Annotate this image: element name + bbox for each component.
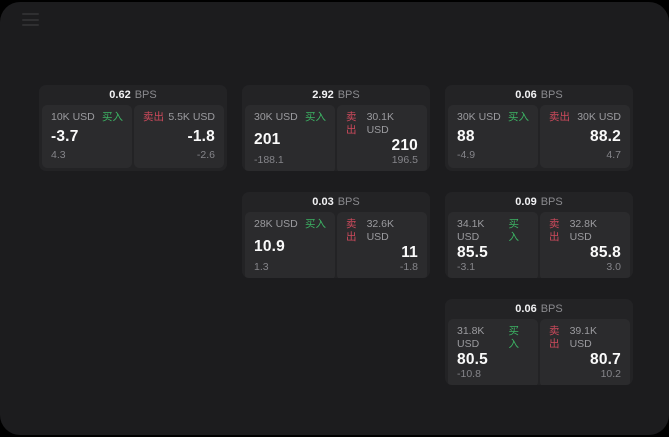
quote-card: 0.62 BPS 10K USD 买入 -3.7 4.3 卖出 5.5K USD… [39, 85, 227, 171]
sell-size-label: 32.6K USD [366, 218, 395, 243]
sell-size-label: 5.5K USD [168, 111, 215, 123]
sell-delta: 196.5 [391, 154, 418, 166]
sell-delta: 3.0 [606, 261, 621, 273]
buy-size-label: 30K USD [254, 111, 298, 123]
sell-price: 88.2 [590, 128, 621, 145]
buy-side-button[interactable]: 买入 [508, 111, 529, 123]
bps-header: 0.06 BPS [445, 85, 633, 105]
bps-header: 0.09 BPS [445, 192, 633, 212]
sell-panel[interactable]: 卖出 30.1K USD 210 196.5 [337, 105, 427, 171]
buy-size-label: 31.8K USD [457, 325, 485, 350]
bps-header: 0.03 BPS [242, 192, 430, 212]
buy-panel[interactable]: 28K USD 买入 10.9 1.3 [245, 212, 335, 278]
bps-unit-label: BPS [540, 89, 563, 101]
sell-panel[interactable]: 卖出 32.6K USD 11 -1.8 [337, 212, 427, 278]
bps-header: 0.06 BPS [445, 299, 633, 319]
quote-card: 0.06 BPS 31.8K USD 买入 80.5 -10.8 卖出 39.1… [445, 299, 633, 385]
bps-value: 0.62 [109, 89, 131, 101]
card-body: 34.1K USD 买入 85.5 -3.1 卖出 32.8K USD 85.8… [445, 212, 633, 278]
bps-unit-label: BPS [134, 89, 157, 101]
buy-delta: -3.1 [457, 261, 476, 273]
sell-price: 11 [401, 244, 418, 261]
sell-side-button[interactable]: 卖出 [549, 325, 560, 350]
buy-size-label: 28K USD [254, 218, 298, 230]
sell-panel[interactable]: 卖出 30K USD 88.2 4.7 [540, 105, 630, 168]
bps-value: 0.09 [515, 196, 537, 208]
cards-grid: 0.62 BPS 10K USD 买入 -3.7 4.3 卖出 5.5K USD… [39, 85, 633, 385]
bps-unit-label: BPS [337, 89, 360, 101]
quote-card: 0.09 BPS 34.1K USD 买入 85.5 -3.1 卖出 32.8K… [445, 192, 633, 278]
sell-delta: -1.8 [399, 261, 418, 273]
bps-unit-label: BPS [540, 303, 563, 315]
card-body: 10K USD 买入 -3.7 4.3 卖出 5.5K USD -1.8 -2.… [39, 105, 227, 171]
card-body: 28K USD 买入 10.9 1.3 卖出 32.6K USD 11 -1.8 [242, 212, 430, 278]
sell-panel[interactable]: 卖出 5.5K USD -1.8 -2.6 [134, 105, 224, 168]
card-body: 30K USD 买入 201 -188.1 卖出 30.1K USD 210 1… [242, 105, 430, 171]
sell-price: 210 [391, 137, 418, 154]
card-body: 31.8K USD 买入 80.5 -10.8 卖出 39.1K USD 80.… [445, 319, 633, 385]
buy-side-button[interactable]: 买入 [508, 218, 519, 243]
sell-size-label: 32.8K USD [569, 218, 598, 243]
sell-delta: -2.6 [196, 149, 215, 161]
buy-price: -3.7 [51, 128, 79, 145]
buy-price: 85.5 [457, 244, 488, 261]
buy-delta: 1.3 [254, 261, 269, 273]
bps-header: 0.62 BPS [39, 85, 227, 105]
sell-panel[interactable]: 卖出 39.1K USD 80.7 10.2 [540, 319, 630, 385]
sell-side-button[interactable]: 卖出 [346, 111, 357, 136]
card-body: 30K USD 买入 88 -4.9 卖出 30K USD 88.2 4.7 [445, 105, 633, 171]
bps-value: 0.06 [515, 89, 537, 101]
buy-panel[interactable]: 30K USD 买入 88 -4.9 [448, 105, 538, 168]
buy-panel[interactable]: 31.8K USD 买入 80.5 -10.8 [448, 319, 538, 385]
bps-header: 2.92 BPS [242, 85, 430, 105]
buy-price: 80.5 [457, 351, 488, 368]
buy-delta: -4.9 [457, 149, 476, 161]
buy-panel[interactable]: 10K USD 买入 -3.7 4.3 [42, 105, 132, 168]
bps-unit-label: BPS [540, 196, 563, 208]
buy-delta: -188.1 [254, 154, 284, 166]
sell-side-button[interactable]: 卖出 [143, 111, 164, 123]
sell-side-button[interactable]: 卖出 [549, 111, 570, 123]
quote-card: 0.06 BPS 30K USD 买入 88 -4.9 卖出 30K USD 8… [445, 85, 633, 171]
sell-side-button[interactable]: 卖出 [346, 218, 357, 243]
buy-side-button[interactable]: 买入 [508, 325, 519, 350]
sell-price: 80.7 [590, 351, 621, 368]
quote-card: 2.92 BPS 30K USD 买入 201 -188.1 卖出 30.1K … [242, 85, 430, 171]
sell-price: -1.8 [187, 128, 215, 145]
buy-size-label: 34.1K USD [457, 218, 485, 243]
bps-unit-label: BPS [337, 196, 360, 208]
sell-size-label: 30K USD [577, 111, 621, 123]
sell-panel[interactable]: 卖出 32.8K USD 85.8 3.0 [540, 212, 630, 278]
buy-delta: 4.3 [51, 149, 66, 161]
buy-price: 88 [457, 128, 475, 145]
sell-delta: 4.7 [606, 149, 621, 161]
sell-size-label: 39.1K USD [569, 325, 598, 350]
menu-icon[interactable] [22, 13, 39, 26]
bps-value: 2.92 [312, 89, 334, 101]
buy-side-button[interactable]: 买入 [305, 111, 326, 123]
bps-value: 0.03 [312, 196, 334, 208]
sell-price: 85.8 [590, 244, 621, 261]
buy-size-label: 30K USD [457, 111, 501, 123]
buy-size-label: 10K USD [51, 111, 95, 123]
bps-value: 0.06 [515, 303, 537, 315]
sell-delta: 10.2 [600, 368, 621, 380]
sell-size-label: 30.1K USD [366, 111, 395, 136]
buy-side-button[interactable]: 买入 [102, 111, 123, 123]
buy-side-button[interactable]: 买入 [305, 218, 326, 230]
buy-price: 10.9 [254, 237, 285, 255]
buy-panel[interactable]: 30K USD 买入 201 -188.1 [245, 105, 335, 171]
sell-side-button[interactable]: 卖出 [549, 218, 560, 243]
buy-delta: -10.8 [457, 368, 481, 380]
buy-price: 201 [254, 130, 281, 148]
quote-card: 0.03 BPS 28K USD 买入 10.9 1.3 卖出 32.6K US… [242, 192, 430, 278]
buy-panel[interactable]: 34.1K USD 买入 85.5 -3.1 [448, 212, 538, 278]
